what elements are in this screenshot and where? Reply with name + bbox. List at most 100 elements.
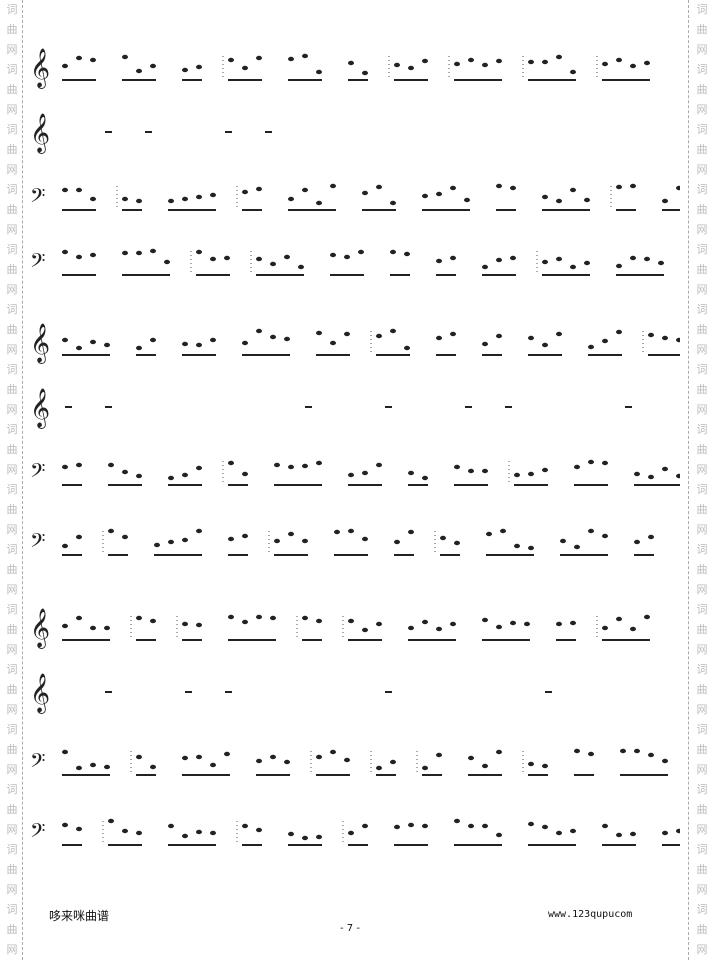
note-head (454, 540, 460, 546)
note-head (228, 460, 234, 466)
note-head (408, 529, 414, 535)
note-head (514, 543, 520, 549)
note-head (270, 615, 276, 621)
note-head (662, 466, 668, 472)
note-head (496, 58, 502, 64)
note-head (630, 63, 636, 69)
note-head (136, 68, 142, 74)
note-head (348, 472, 354, 478)
note-head (348, 528, 354, 534)
watermark-text: 词曲网 (6, 243, 18, 296)
note-head (404, 345, 410, 351)
note-head (298, 264, 304, 270)
note-head (122, 250, 128, 256)
note-head (302, 835, 308, 841)
staff-bass: 𝄢 (30, 178, 680, 218)
rest (465, 406, 472, 408)
note-head (150, 248, 156, 254)
note-head (288, 831, 294, 837)
note-head (122, 196, 128, 202)
note-head (376, 462, 382, 468)
treble-clef-icon: 𝄞 (30, 608, 51, 648)
rest (545, 691, 552, 693)
note-head (196, 465, 202, 471)
note-head (150, 63, 156, 69)
note-head (182, 537, 188, 543)
note-head (228, 536, 234, 542)
note-head (76, 462, 82, 468)
watermark-text: 词曲网 (6, 843, 18, 896)
watermark-text: 词曲网 (696, 3, 708, 56)
rest (145, 131, 152, 133)
staff-bass: 𝄢 (30, 243, 680, 283)
note-head (150, 337, 156, 343)
note-head (570, 264, 576, 270)
note-head (574, 464, 580, 470)
note-head (422, 765, 428, 771)
note-head (376, 333, 382, 339)
note-head (270, 754, 276, 760)
note-head (482, 264, 488, 270)
note-head (362, 190, 368, 196)
staff-treble: 𝄞 (30, 48, 680, 88)
note-head (588, 344, 594, 350)
note-head (256, 328, 262, 334)
note-head (330, 252, 336, 258)
note-head (288, 56, 294, 62)
note-head (288, 464, 294, 470)
note-head (90, 339, 96, 345)
notes (105, 691, 552, 693)
note-head (528, 59, 534, 65)
note-head (90, 196, 96, 202)
note-head (90, 625, 96, 631)
note-head (302, 538, 308, 544)
note-head (602, 460, 608, 466)
note-head (210, 762, 216, 768)
note-head (62, 249, 68, 255)
note-head (362, 536, 368, 542)
note-head (676, 828, 680, 834)
note-head (482, 823, 488, 829)
note-head (104, 625, 110, 631)
note-head (394, 539, 400, 545)
note-head (394, 824, 400, 830)
watermark-text: 词曲网 (696, 363, 708, 416)
note-head (76, 187, 82, 193)
note-head (482, 617, 488, 623)
note-head (316, 460, 322, 466)
note-head (256, 256, 262, 262)
note-head (242, 823, 248, 829)
note-head (164, 259, 170, 265)
note-head (210, 256, 216, 262)
note-head (122, 534, 128, 540)
staff-treble: 𝄞 (30, 388, 680, 428)
rest (65, 406, 72, 408)
bass-clef-icon: 𝄢 (30, 749, 46, 777)
note-head (196, 64, 202, 70)
note-head (196, 342, 202, 348)
note-head (616, 329, 622, 335)
note-head (168, 475, 174, 481)
note-head (316, 69, 322, 75)
note-head (676, 337, 680, 343)
watermark-text: 词曲网 (6, 3, 18, 56)
note-head (136, 345, 142, 351)
bass-clef-icon: 𝄢 (30, 184, 46, 212)
note-head (154, 542, 160, 548)
note-head (422, 823, 428, 829)
note-head (90, 252, 96, 258)
watermark-text: 词曲网 (696, 243, 708, 296)
note-head (362, 470, 368, 476)
note-head (348, 618, 354, 624)
note-head (76, 345, 82, 351)
note-head (496, 183, 502, 189)
note-head (500, 528, 506, 534)
notes (65, 406, 632, 408)
note-head (390, 200, 396, 206)
staff-treble: 𝄞 (30, 673, 680, 713)
note-head (334, 529, 340, 535)
note-head (256, 758, 262, 764)
staff-treble: 𝄞 (30, 608, 680, 648)
rest (105, 131, 112, 133)
staff-bass: 𝄢 (30, 813, 680, 853)
